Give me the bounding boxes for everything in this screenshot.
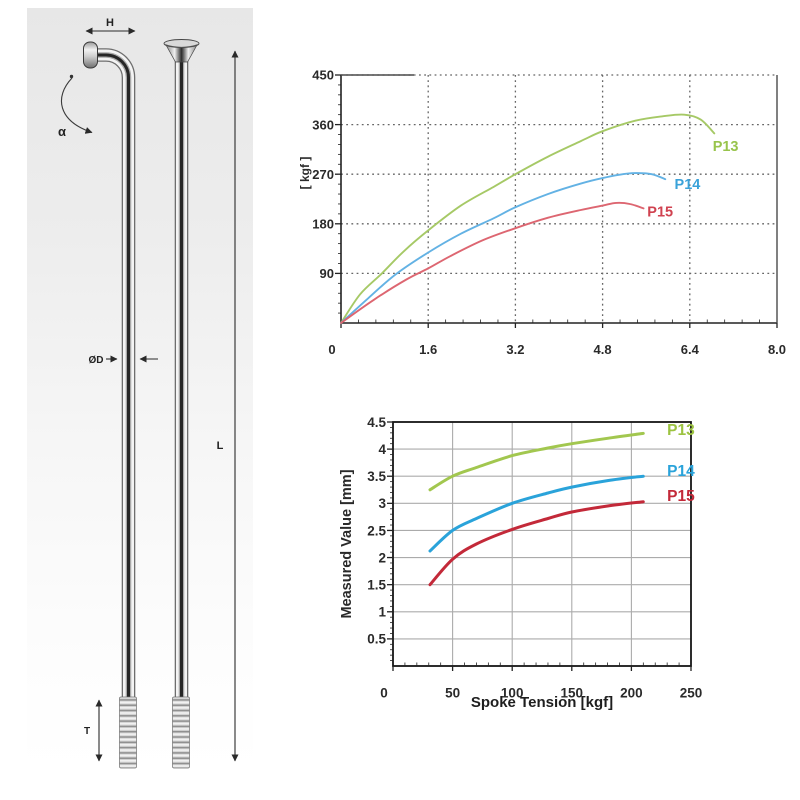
x-tick-label: 200 bbox=[620, 686, 643, 701]
x-tick-label: 100 bbox=[501, 686, 524, 701]
y-tick-label: 4 bbox=[378, 442, 386, 457]
series-p13-label: P13 bbox=[667, 422, 695, 439]
x-tick-label: 1.6 bbox=[419, 342, 437, 355]
y-tick-label: 180 bbox=[312, 216, 334, 231]
dimension-h-label: H bbox=[106, 17, 114, 29]
spoke-elongation-chart-axes bbox=[392, 421, 692, 667]
x-tick-label: 6.4 bbox=[681, 342, 700, 355]
y-tick-label: 2 bbox=[378, 550, 386, 565]
x-tick-label: 8.0 bbox=[768, 342, 786, 355]
series-p13-line bbox=[340, 113, 716, 324]
spoke-elongation-chart-ticks bbox=[387, 421, 692, 671]
series-p15-label: P15 bbox=[647, 205, 673, 221]
spoke-j-bend bbox=[83, 41, 137, 769]
series-p14-line bbox=[428, 474, 645, 553]
y-tick-label: 4.5 bbox=[367, 415, 386, 430]
dimension-t-label: T bbox=[84, 726, 90, 737]
y-tick-label: 2.5 bbox=[367, 523, 386, 538]
dimension-length: L bbox=[217, 50, 239, 762]
y-tick-label: 450 bbox=[312, 68, 334, 83]
dimension-alpha-label: α bbox=[58, 124, 66, 139]
spoke-head-flange bbox=[83, 41, 98, 69]
series-p15-label: P15 bbox=[667, 488, 695, 505]
spoke-strength-chart-grid bbox=[341, 74, 777, 323]
dimension-thread-length: T bbox=[84, 699, 103, 762]
spoke-strength-chart: 0 1.6 3.2 4.8 6.4 8.0 90 180 270 360 450 [ kgf ] P13… bbox=[298, 68, 786, 355]
diagram-background bbox=[27, 8, 253, 774]
dimension-diameter-label: ØD bbox=[89, 355, 104, 366]
x-tick-label: 4.8 bbox=[594, 342, 612, 355]
series-p13-line bbox=[428, 431, 645, 492]
spoke-elongation-chart: 0 50 100 150 200 250 0.5 1 1.5 2 2.5 3 3.5 4 4.5 Measur… bbox=[339, 415, 702, 711]
x-tick-label: 50 bbox=[445, 686, 460, 701]
y-tick-label: 1 bbox=[378, 605, 386, 620]
series-p14-label: P14 bbox=[675, 177, 701, 193]
y-tick-label: 270 bbox=[312, 167, 334, 182]
spoke-thread bbox=[172, 696, 190, 769]
y-tick-label: 0.5 bbox=[367, 632, 386, 647]
y-tick-label: 90 bbox=[320, 266, 334, 281]
spoke-diagram: H α Ø bbox=[27, 8, 253, 774]
x-axis-title: Spoke Tension [kgf] bbox=[471, 694, 613, 711]
dimension-shaft-diameter: ØD bbox=[89, 355, 158, 366]
x-tick-label: 0 bbox=[380, 686, 388, 701]
series-p15-line bbox=[428, 500, 645, 587]
series-p14-label: P14 bbox=[667, 463, 695, 480]
y-tick-label: 3 bbox=[378, 496, 386, 511]
series-p15-line bbox=[340, 201, 645, 324]
y-axis-title: Measured Value [mm] bbox=[339, 469, 355, 618]
x-tick-label: 3.2 bbox=[506, 342, 524, 355]
x-tick-label: 0 bbox=[328, 342, 335, 355]
spoke-thread bbox=[119, 696, 137, 769]
series-p14-line bbox=[340, 172, 667, 324]
spoke-strength-chart-ticks bbox=[335, 74, 778, 328]
series-p13-label: P13 bbox=[713, 139, 739, 155]
dimension-head-width: H bbox=[85, 17, 136, 35]
x-tick-label: 150 bbox=[561, 686, 584, 701]
dimension-bend-angle: α bbox=[58, 74, 93, 139]
spoke-strength-chart-tick-labels: 0 1.6 3.2 4.8 6.4 8.0 90 180 270 360 450 bbox=[312, 68, 786, 355]
x-tick-label: 250 bbox=[680, 686, 703, 701]
spoke-strength-chart-axes bbox=[340, 74, 778, 324]
y-axis-title: [ kgf ] bbox=[298, 157, 312, 190]
spoke-straight bbox=[163, 39, 200, 769]
y-tick-label: 360 bbox=[312, 117, 334, 132]
spoke-elongation-chart-tick-labels: 0 50 100 150 200 250 0.5 1 1.5 2 2.5 3 3.5 4 4.5 bbox=[367, 415, 702, 701]
y-tick-label: 1.5 bbox=[367, 578, 386, 593]
dimension-l-label: L bbox=[217, 440, 224, 452]
y-tick-label: 3.5 bbox=[367, 469, 386, 484]
